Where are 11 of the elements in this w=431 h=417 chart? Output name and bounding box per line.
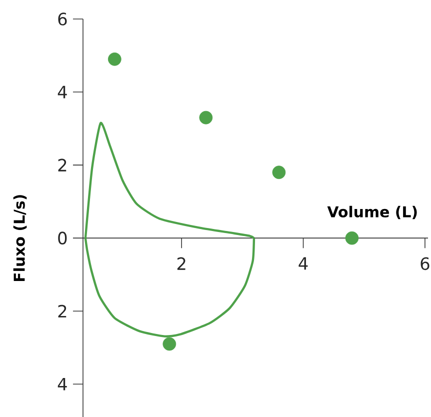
x-tick-label: 4 [298, 257, 308, 270]
x-axis-title: Volume (L) [327, 206, 417, 220]
y-tick-label: 0 [58, 232, 67, 244]
y-tick-label: 4 [58, 378, 67, 390]
y-tick-label: 2 [58, 304, 66, 318]
x-tick-label: 6 [420, 257, 430, 270]
y-tick-label: 4 [58, 86, 67, 98]
y-axis-title: Fluxo (L/s) [13, 195, 27, 282]
x-tick-label: 2 [177, 257, 186, 270]
y-tick-label: 6 [58, 12, 67, 26]
y-tick-label: 2 [58, 158, 66, 172]
